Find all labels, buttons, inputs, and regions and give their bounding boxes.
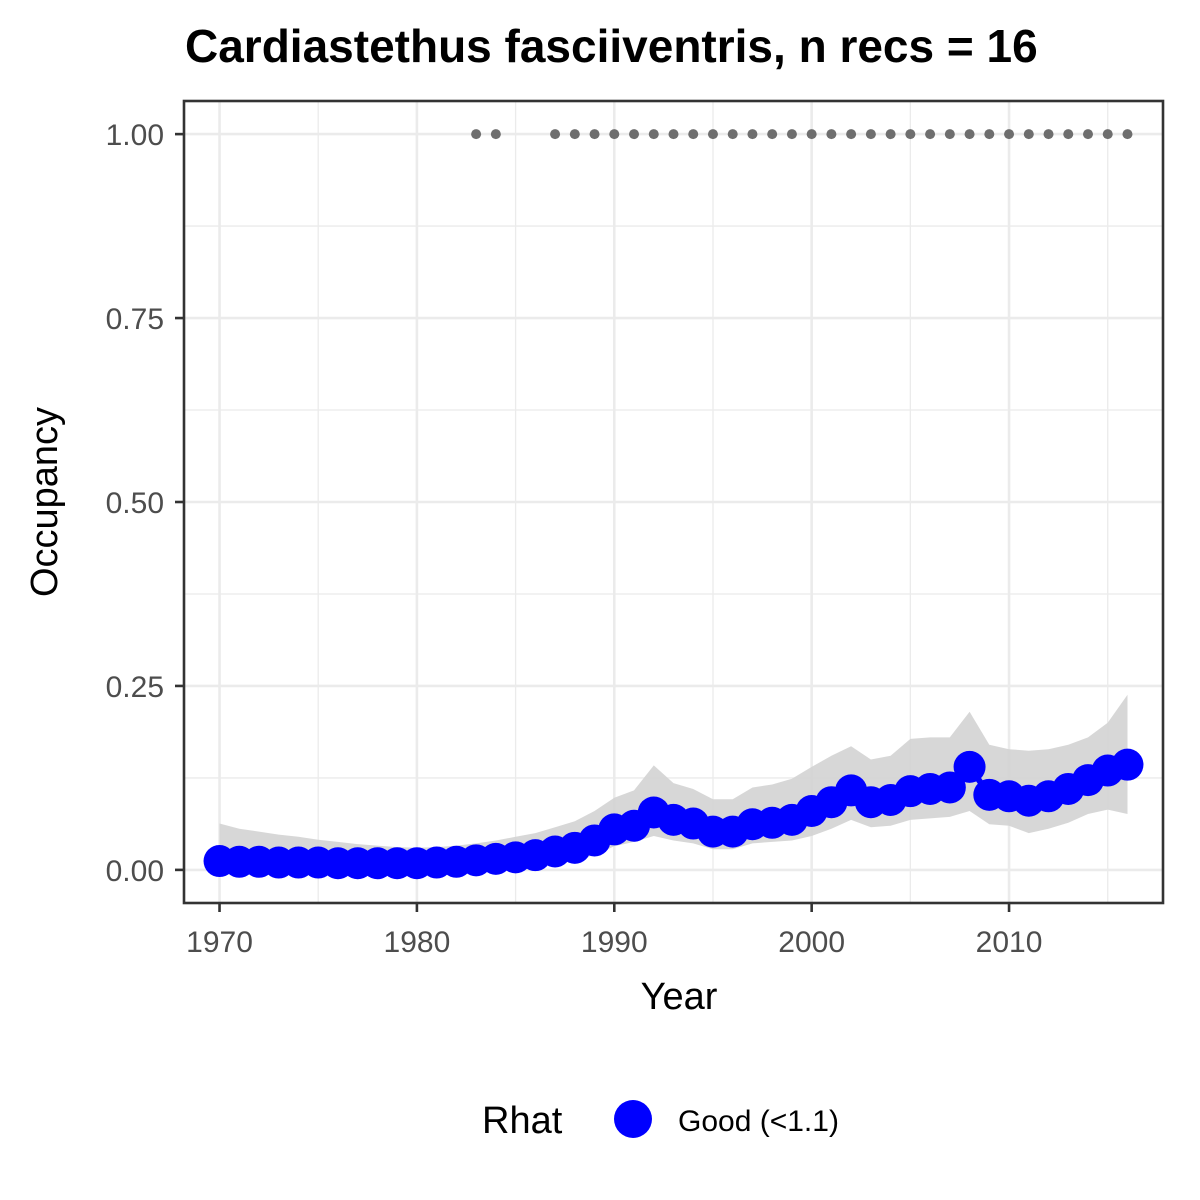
x-axis-title: Year bbox=[641, 976, 718, 1018]
record-point bbox=[925, 129, 936, 140]
record-point bbox=[550, 129, 561, 140]
record-point bbox=[648, 129, 659, 140]
x-tick-label: 1970 bbox=[186, 926, 253, 959]
record-point bbox=[688, 129, 699, 140]
record-point bbox=[964, 129, 975, 140]
record-point bbox=[1082, 129, 1093, 140]
record-point bbox=[1102, 129, 1113, 140]
x-tick-label: 1990 bbox=[581, 926, 648, 959]
record-point bbox=[589, 129, 600, 140]
chart-title: Cardiastethus fasciiventris, n recs = 16 bbox=[185, 20, 1038, 72]
x-tick-label: 2010 bbox=[976, 926, 1043, 959]
occupancy-estimates bbox=[203, 748, 1144, 880]
record-point bbox=[944, 129, 955, 140]
record-point bbox=[1122, 129, 1133, 140]
x-tick-label: 1980 bbox=[384, 926, 451, 959]
record-point bbox=[1043, 129, 1054, 140]
x-tick-label: 2000 bbox=[778, 926, 845, 959]
record-point bbox=[629, 129, 640, 140]
y-tick-label: 1.00 bbox=[106, 119, 164, 152]
record-point bbox=[668, 129, 679, 140]
estimate-point bbox=[933, 771, 966, 804]
y-tick-label: 0.75 bbox=[106, 303, 164, 336]
estimate-point bbox=[953, 750, 986, 783]
record-point bbox=[707, 129, 718, 140]
y-axis: 0.00 0.25 0.50 0.75 1.00 bbox=[106, 119, 184, 888]
record-point bbox=[471, 129, 482, 140]
x-axis: 1970 1980 1990 2000 2010 bbox=[186, 903, 1042, 959]
record-point bbox=[806, 129, 817, 140]
record-point bbox=[767, 129, 778, 140]
record-point bbox=[747, 129, 758, 140]
record-point bbox=[865, 129, 876, 140]
y-tick-label: 0.00 bbox=[106, 855, 164, 888]
record-point bbox=[727, 129, 738, 140]
y-axis-title: Occupancy bbox=[24, 407, 66, 597]
y-tick-label: 0.50 bbox=[106, 487, 164, 520]
record-point bbox=[490, 129, 501, 140]
legend: Rhat Good (<1.1) bbox=[482, 1100, 839, 1142]
record-point bbox=[569, 129, 580, 140]
record-point bbox=[885, 129, 896, 140]
y-tick-label: 0.25 bbox=[106, 671, 164, 704]
record-point bbox=[609, 129, 620, 140]
record-point bbox=[1023, 129, 1034, 140]
estimate-point bbox=[1111, 748, 1144, 781]
record-points bbox=[471, 129, 1133, 140]
record-point bbox=[1063, 129, 1074, 140]
record-point bbox=[905, 129, 916, 140]
record-point bbox=[826, 129, 837, 140]
record-point bbox=[1004, 129, 1015, 140]
record-point bbox=[846, 129, 857, 140]
record-point bbox=[786, 129, 797, 140]
legend-label-good: Good (<1.1) bbox=[678, 1105, 839, 1138]
legend-key-good bbox=[614, 1100, 652, 1138]
legend-title: Rhat bbox=[482, 1100, 563, 1142]
record-point bbox=[984, 129, 995, 140]
